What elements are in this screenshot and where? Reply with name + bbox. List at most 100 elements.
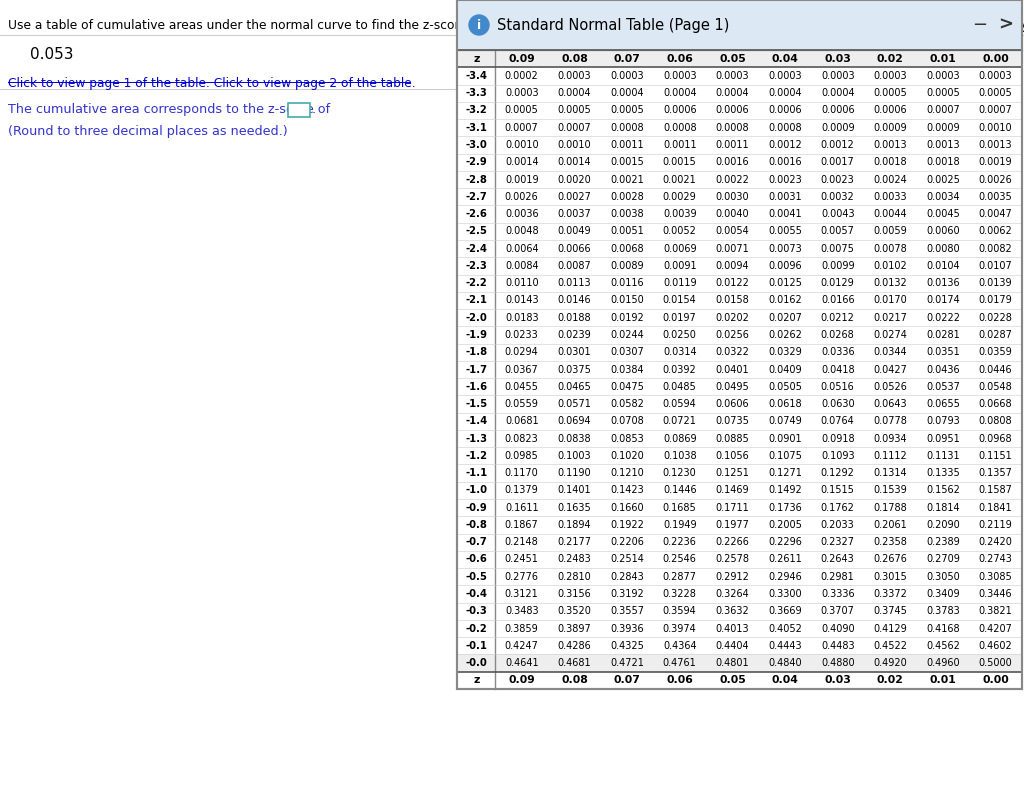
Text: 0.4247: 0.4247 (505, 641, 539, 651)
Text: 0.1230: 0.1230 (663, 468, 696, 478)
Text: 0.0005: 0.0005 (557, 106, 591, 115)
FancyBboxPatch shape (457, 50, 1022, 67)
Text: 0.0951: 0.0951 (926, 434, 959, 443)
Text: 0.0043: 0.0043 (821, 209, 854, 219)
Text: 0.0066: 0.0066 (558, 244, 591, 253)
Text: 0.0113: 0.0113 (558, 279, 591, 288)
Text: 0.4721: 0.4721 (610, 658, 644, 668)
Text: 0.0594: 0.0594 (663, 399, 696, 409)
FancyBboxPatch shape (457, 0, 1022, 50)
Text: 0.4801: 0.4801 (716, 658, 750, 668)
Text: 0.0136: 0.0136 (926, 279, 959, 288)
Text: 0.0143: 0.0143 (505, 295, 539, 305)
Text: 0.0233: 0.0233 (505, 330, 539, 340)
Text: -2.9: -2.9 (465, 157, 487, 167)
Text: 0.0075: 0.0075 (821, 244, 855, 253)
Text: 0.2296: 0.2296 (768, 537, 802, 548)
Text: −: − (973, 16, 987, 34)
Text: 0.09: 0.09 (508, 675, 536, 686)
Text: 0.0026: 0.0026 (505, 192, 539, 202)
Text: 0.0035: 0.0035 (979, 192, 1013, 202)
Text: -0.8: -0.8 (465, 520, 487, 530)
Text: 0.2090: 0.2090 (926, 520, 959, 530)
Text: 0.0039: 0.0039 (663, 209, 696, 219)
Text: -1.5: -1.5 (465, 399, 487, 409)
Text: 0.0003: 0.0003 (873, 71, 907, 81)
Text: 0.0107: 0.0107 (979, 261, 1013, 271)
Text: 0.0222: 0.0222 (926, 312, 961, 323)
Text: 0.0384: 0.0384 (610, 365, 644, 375)
Text: -1.3: -1.3 (465, 434, 487, 443)
Text: 0.0007: 0.0007 (926, 106, 959, 115)
Text: 0.1611: 0.1611 (505, 503, 539, 513)
Text: 0.1210: 0.1210 (610, 468, 644, 478)
Text: 0.2266: 0.2266 (716, 537, 750, 548)
Text: 0.3821: 0.3821 (979, 606, 1013, 616)
Text: -0.7: -0.7 (465, 537, 487, 548)
Text: 0.0057: 0.0057 (821, 226, 855, 237)
Text: 0.4920: 0.4920 (873, 658, 907, 668)
Text: -2.8: -2.8 (465, 174, 487, 185)
Text: 0.0032: 0.0032 (821, 192, 855, 202)
Text: 0.0314: 0.0314 (663, 347, 696, 357)
Text: 0.0080: 0.0080 (926, 244, 959, 253)
Text: .: . (312, 103, 316, 116)
Text: 0.3859: 0.3859 (505, 623, 539, 634)
Text: 0.3300: 0.3300 (768, 589, 802, 599)
Text: 0.3707: 0.3707 (821, 606, 855, 616)
Text: 0.2148: 0.2148 (505, 537, 539, 548)
Text: 0.0139: 0.0139 (979, 279, 1013, 288)
Text: 0.1562: 0.1562 (926, 485, 959, 495)
Text: 0.3446: 0.3446 (979, 589, 1013, 599)
Text: 0.0038: 0.0038 (610, 209, 644, 219)
Text: 0.0446: 0.0446 (979, 365, 1013, 375)
Text: 0.0013: 0.0013 (873, 140, 907, 150)
Text: 0.1003: 0.1003 (558, 451, 591, 461)
Text: 0.0212: 0.0212 (821, 312, 855, 323)
Text: 0.0183: 0.0183 (505, 312, 539, 323)
Text: 0.1190: 0.1190 (558, 468, 591, 478)
Text: 0.0082: 0.0082 (979, 244, 1013, 253)
Text: 0.1093: 0.1093 (821, 451, 854, 461)
Text: -1.7: -1.7 (465, 365, 487, 375)
Text: 0.0721: 0.0721 (663, 417, 696, 426)
Text: 0.0018: 0.0018 (873, 157, 907, 167)
Text: -0.5: -0.5 (465, 572, 487, 581)
Text: 0.4880: 0.4880 (821, 658, 854, 668)
Text: 0.0808: 0.0808 (979, 417, 1013, 426)
Text: 0.0003: 0.0003 (505, 88, 539, 98)
Text: 0.0020: 0.0020 (557, 174, 591, 185)
Text: 0.0174: 0.0174 (926, 295, 959, 305)
Text: 0.01: 0.01 (930, 675, 956, 686)
Text: 0.0427: 0.0427 (873, 365, 907, 375)
Text: 0.4364: 0.4364 (663, 641, 696, 651)
Text: 0.1423: 0.1423 (610, 485, 644, 495)
Text: 0.0158: 0.0158 (716, 295, 750, 305)
Text: 0.0526: 0.0526 (873, 382, 907, 392)
Text: -1.2: -1.2 (465, 451, 487, 461)
Text: 0.0166: 0.0166 (821, 295, 854, 305)
Text: 0.0014: 0.0014 (558, 157, 591, 167)
Text: 0.2119: 0.2119 (979, 520, 1013, 530)
Text: 0.0014: 0.0014 (505, 157, 539, 167)
Text: 0.5000: 0.5000 (979, 658, 1013, 668)
Text: 0.4207: 0.4207 (979, 623, 1013, 634)
Text: 0.2810: 0.2810 (557, 572, 591, 581)
Text: 0.3745: 0.3745 (873, 606, 907, 616)
Text: 0.1711: 0.1711 (716, 503, 750, 513)
Text: 0.0008: 0.0008 (768, 123, 802, 133)
Text: 0.0301: 0.0301 (558, 347, 591, 357)
Text: -1.6: -1.6 (465, 382, 487, 392)
Text: 0.0019: 0.0019 (505, 174, 539, 185)
Text: 0.0022: 0.0022 (716, 174, 750, 185)
Text: 0.0329: 0.0329 (768, 347, 802, 357)
Text: 0.3897: 0.3897 (557, 623, 591, 634)
Text: 0.0084: 0.0084 (505, 261, 539, 271)
Text: 0.0708: 0.0708 (610, 417, 644, 426)
FancyBboxPatch shape (457, 654, 1022, 671)
Text: 0.1379: 0.1379 (505, 485, 539, 495)
Text: -3.3: -3.3 (465, 88, 487, 98)
Text: 0.2327: 0.2327 (820, 537, 855, 548)
Text: 0.2843: 0.2843 (610, 572, 644, 581)
Text: 0.1131: 0.1131 (926, 451, 959, 461)
